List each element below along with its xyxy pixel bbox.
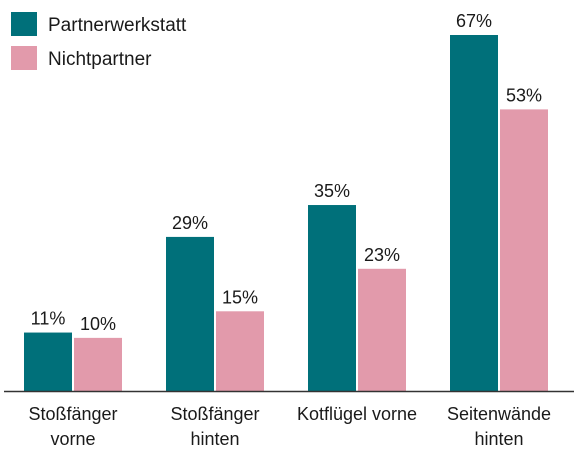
bar-nichtpartner-2: [358, 268, 406, 391]
x-tick-label-0-1: vorne: [50, 429, 95, 449]
x-tick-label-0-0: Stoßfänger: [28, 404, 117, 424]
bar-nichtpartner-0: [74, 337, 122, 391]
data-label-partnerwerkstatt-0: 11%: [31, 309, 66, 329]
legend-swatch-nichtpartner: [11, 46, 37, 70]
x-axis-tick-labels: Stoßfänger vorne Stoßfänger hinten Kotflügel…: [28, 404, 551, 449]
data-label-nichtpartner-2: 23%: [364, 245, 400, 265]
data-label-nichtpartner-0: 10%: [80, 314, 116, 334]
bar-partnerwerkstatt-0: [24, 332, 72, 391]
legend-label-partnerwerkstatt: Partnerwerkstatt: [48, 15, 187, 36]
data-label-nichtpartner-1: 15%: [222, 287, 258, 307]
data-label-partnerwerkstatt-3: 67%: [456, 11, 492, 31]
legend: Partnerwerkstatt Nichtpartner: [11, 12, 187, 70]
bars: [24, 35, 548, 391]
x-tick-label-3-0: Seitenwände: [447, 404, 551, 424]
value-labels: 11% 29% 35% 67% 10% 15% 23% 53%: [31, 11, 542, 334]
x-tick-label-1-0: Stoßfänger: [170, 404, 259, 424]
data-label-partnerwerkstatt-1: 29%: [172, 213, 208, 233]
legend-swatch-partnerwerkstatt: [11, 12, 37, 36]
bar-partnerwerkstatt-3: [450, 35, 498, 391]
x-tick-label-2-0: Kotflügel vorne: [297, 404, 417, 424]
data-label-nichtpartner-3: 53%: [506, 85, 542, 105]
bar-partnerwerkstatt-2: [308, 205, 356, 391]
x-tick-label-1-1: hinten: [190, 429, 239, 449]
bar-nichtpartner-3: [500, 109, 548, 391]
data-label-partnerwerkstatt-2: 35%: [314, 181, 350, 201]
legend-label-nichtpartner: Nichtpartner: [48, 49, 152, 70]
bar-partnerwerkstatt-1: [166, 236, 214, 391]
bar-nichtpartner-1: [216, 311, 264, 391]
x-tick-label-3-1: hinten: [474, 429, 523, 449]
